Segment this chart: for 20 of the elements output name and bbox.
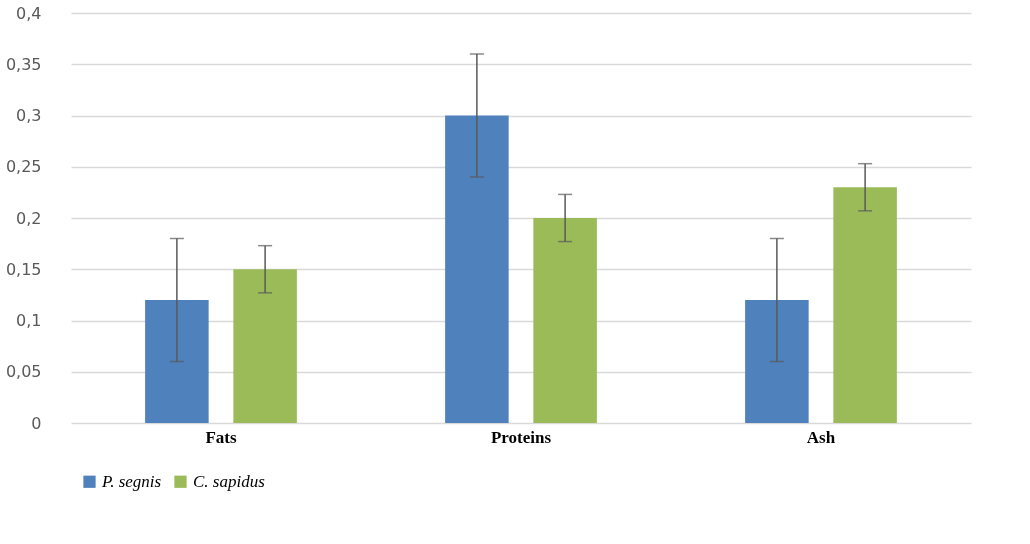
y-tick-label: 0,1 xyxy=(16,311,42,330)
bar xyxy=(233,269,297,423)
y-tick-label: 0,4 xyxy=(16,3,42,23)
legend-label: C. sapidus xyxy=(193,471,266,491)
bar xyxy=(445,115,509,423)
x-tick-label: Proteins xyxy=(490,427,552,447)
y-tick-label: 0 xyxy=(31,413,42,433)
y-tick-label: 0,05 xyxy=(5,362,42,382)
x-tick-label: Fats xyxy=(205,427,237,447)
legend-label: P. segnis xyxy=(101,471,162,491)
y-tick-label: 0,35 xyxy=(5,54,42,74)
y-tick-label: 0,3 xyxy=(16,106,42,125)
y-tick-label: 0,2 xyxy=(16,208,42,228)
bar xyxy=(745,300,809,423)
x-tick-label: Ash xyxy=(806,427,836,447)
bar xyxy=(833,187,897,423)
y-tick-label: 0,25 xyxy=(5,157,42,177)
bar xyxy=(533,218,597,423)
bar xyxy=(145,300,209,423)
y-tick-label: 0,15 xyxy=(5,259,42,279)
